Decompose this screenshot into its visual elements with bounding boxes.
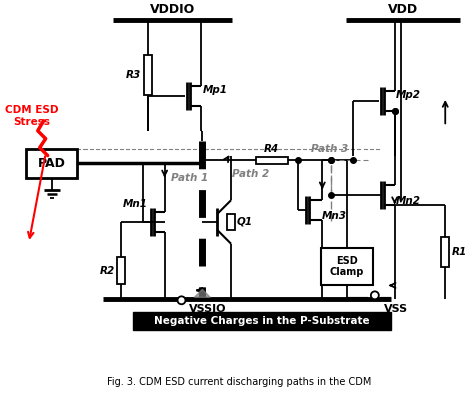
Bar	[256, 156, 288, 164]
Text: R4: R4	[264, 144, 279, 154]
Bar	[26, 148, 77, 178]
Text: Mp1: Mp1	[203, 85, 228, 95]
Text: Negative Charges in the P-Substrate: Negative Charges in the P-Substrate	[154, 316, 370, 326]
Text: PAD: PAD	[37, 157, 65, 170]
Text: R1: R1	[452, 247, 467, 257]
Bar	[144, 55, 152, 95]
Bar	[117, 257, 125, 284]
Text: Path 2: Path 2	[232, 169, 269, 179]
Text: R3: R3	[125, 70, 140, 80]
Text: CDM ESD
Stress: CDM ESD Stress	[5, 105, 58, 127]
Text: Fig. 3. CDM ESD current discharging paths in the CDM: Fig. 3. CDM ESD current discharging path…	[107, 377, 371, 386]
Text: Path 1: Path 1	[171, 173, 208, 183]
Bar	[227, 214, 235, 230]
Bar	[441, 237, 449, 267]
Polygon shape	[194, 289, 210, 297]
Text: Mp2: Mp2	[396, 90, 421, 100]
Circle shape	[371, 291, 379, 299]
Text: VDD: VDD	[388, 3, 418, 16]
Text: VSS: VSS	[383, 304, 408, 314]
Text: VDDIO: VDDIO	[150, 3, 195, 16]
Circle shape	[178, 296, 185, 304]
Bar	[133, 312, 391, 330]
Text: ESD
Clamp: ESD Clamp	[330, 256, 365, 277]
Text: Mn1: Mn1	[122, 199, 147, 209]
Text: Path 3: Path 3	[311, 144, 349, 154]
Text: R2: R2	[100, 266, 115, 276]
Text: Mn3: Mn3	[322, 211, 346, 221]
Text: Mn2: Mn2	[396, 196, 421, 206]
Text: VSSIO: VSSIO	[189, 304, 226, 314]
Bar	[321, 248, 373, 286]
Text: Q1: Q1	[237, 217, 253, 227]
